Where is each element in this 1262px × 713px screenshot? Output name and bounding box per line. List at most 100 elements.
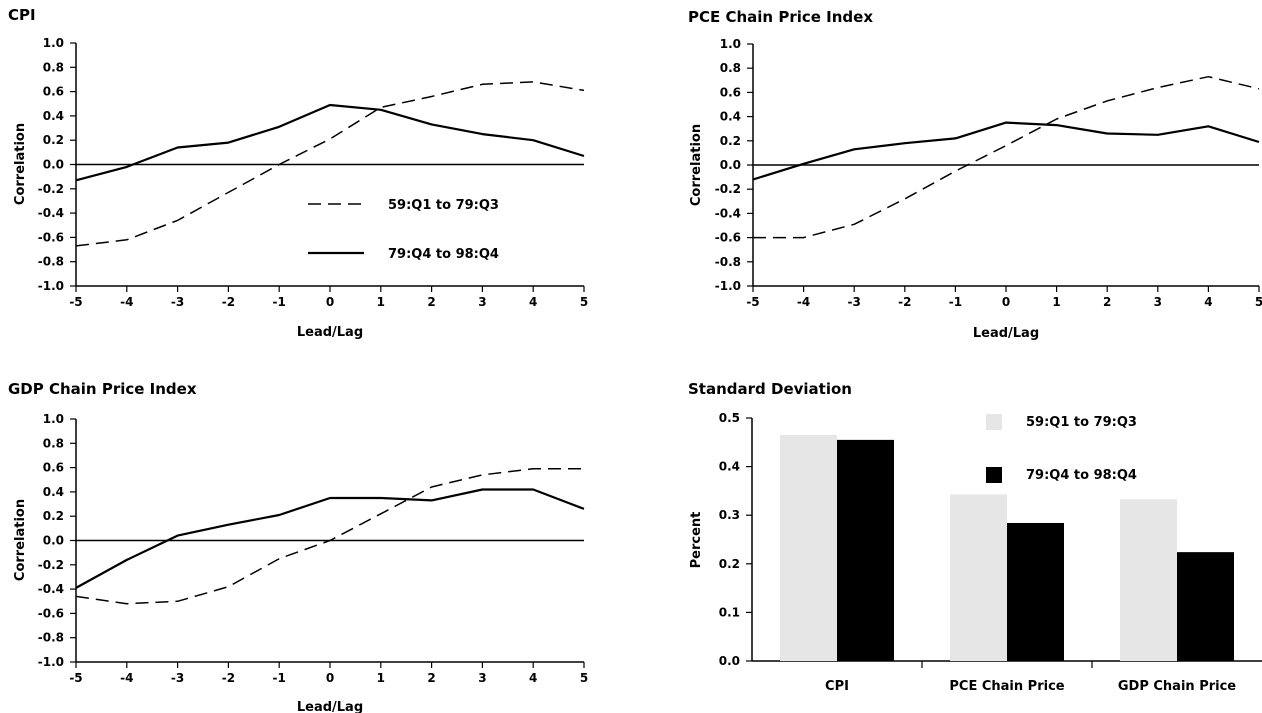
- x-tick-label: 1: [377, 671, 385, 685]
- solid-series-line: [752, 121, 1260, 181]
- y-tick-label: 0.8: [43, 60, 64, 74]
- y-tick-label: 0.0: [43, 534, 64, 548]
- y-tick-label: 0.2: [43, 509, 64, 523]
- chart-title: Standard Deviation: [688, 380, 852, 398]
- dashed-series-line: [753, 75, 1260, 239]
- x-axis-label: Lead/Lag: [297, 325, 363, 340]
- y-tick-label: 1.0: [720, 37, 741, 51]
- x-tick-label: 5: [580, 295, 588, 309]
- x-tick-label: 3: [478, 295, 486, 309]
- y-tick-label: 0.4: [720, 110, 741, 124]
- y-tick-label: 1.0: [43, 412, 64, 426]
- x-tick-label: -2: [898, 295, 911, 309]
- x-tick-label: 0: [1002, 295, 1010, 309]
- x-tick-label: 1: [377, 295, 385, 309]
- x-tick-label: -4: [120, 295, 133, 309]
- bar-79q4-98q4: [1177, 552, 1234, 661]
- legend-label: 59:Q1 to 79:Q3: [388, 198, 499, 213]
- y-axis-label: Correlation: [13, 499, 28, 581]
- x-tick-label: 4: [529, 671, 537, 685]
- x-tick-label: 4: [1204, 295, 1212, 309]
- bar-chart-standard-deviation: Standard Deviation 0.5 0.4 0.3 0.2 0.1 0.0 Perc…: [688, 380, 1262, 694]
- y-tick-label: -0.8: [38, 631, 64, 645]
- x-tick-label: -2: [222, 295, 235, 309]
- legend: 59:Q1 to 79:Q3 79:Q4 to 98:Q4: [986, 414, 1137, 483]
- y-tick-label: -0.6: [715, 231, 741, 245]
- y-tick-label: -0.2: [715, 182, 741, 196]
- chart-title: PCE Chain Price Index: [688, 8, 873, 26]
- chart-title: GDP Chain Price Index: [8, 380, 197, 398]
- x-tick-label: 0: [326, 295, 334, 309]
- y-tick-label: 0.2: [719, 557, 740, 571]
- y-tick-label: 0.8: [720, 61, 741, 75]
- category-label: CPI: [825, 679, 849, 694]
- x-tick-label: -2: [222, 671, 235, 685]
- x-tick-label: 2: [427, 295, 435, 309]
- x-tick-label: 3: [478, 671, 486, 685]
- bar-79q4-98q4: [837, 439, 894, 661]
- y-tick-label: 0.0: [719, 654, 740, 668]
- y-axis-label: Percent: [689, 512, 704, 569]
- x-axis-label: Lead/Lag: [297, 700, 363, 713]
- y-tick-label: -0.4: [715, 206, 741, 220]
- x-tick-label: -3: [848, 295, 861, 309]
- x-axis-label: Lead/Lag: [973, 326, 1039, 341]
- solid-series-line: [75, 103, 585, 182]
- legend-label: 59:Q1 to 79:Q3: [1026, 415, 1137, 430]
- y-tick-label: 0.4: [43, 485, 64, 499]
- x-tick-label: 5: [580, 671, 588, 685]
- y-tick-label: 0.8: [43, 436, 64, 450]
- y-tick-label: 1.0: [43, 36, 64, 50]
- x-tick-label: -3: [171, 295, 184, 309]
- solid-series-line: [75, 488, 585, 589]
- y-tick-label: 0.0: [720, 158, 741, 172]
- category-label: GDP Chain Price: [1118, 679, 1236, 694]
- y-tick-label: 0.3: [719, 508, 740, 522]
- x-tick-label: -4: [120, 671, 133, 685]
- y-tick-label: 0.1: [719, 605, 740, 619]
- y-tick-label: -1.0: [38, 279, 64, 293]
- legend: 59:Q1 to 79:Q3 79:Q4 to 98:Q4: [308, 198, 499, 262]
- line-chart-3: GDP Chain Price Index 1.0 0.8 0.6 0.4 0.2 0.0 -…: [8, 380, 588, 713]
- y-tick-label: -0.6: [38, 606, 64, 620]
- dashed-series-line: [75, 81, 585, 247]
- x-tick-label: -3: [171, 671, 184, 685]
- y-tick-label: -0.8: [38, 255, 64, 269]
- y-tick-label: -0.4: [38, 206, 64, 220]
- legend-swatch-light: [986, 414, 1002, 430]
- legend-swatch-dark: [986, 467, 1002, 483]
- legend-label: 79:Q4 to 98:Q4: [388, 247, 499, 262]
- y-tick-label: 0.2: [720, 134, 741, 148]
- y-tick-label: 0.2: [43, 133, 64, 147]
- bar-59q1-79q3: [950, 494, 1007, 661]
- line-chart-2: PCE Chain Price Index 1.0 0.8 0.6 0.4 0.2 0.0 -…: [688, 8, 1262, 341]
- y-tick-label: -0.2: [38, 558, 64, 572]
- x-tick-label: -4: [797, 295, 810, 309]
- y-tick-label: 0.6: [43, 85, 64, 99]
- line-chart-1: CPI 1.0 0.8 0.6 0.4 0.2 0.0 -0.2 -0.4 -0.6 -0.8 -1.…: [8, 6, 588, 340]
- bar-59q1-79q3: [780, 435, 837, 661]
- x-tick-label: 1: [1052, 295, 1060, 309]
- y-axis-label: Correlation: [689, 124, 704, 206]
- x-tick-label: -5: [746, 295, 759, 309]
- y-tick-label: -1.0: [38, 655, 64, 669]
- x-tick-label: 2: [427, 671, 435, 685]
- y-tick-label: -0.6: [38, 230, 64, 244]
- dashed-series-line: [75, 468, 584, 605]
- x-tick-label: 0: [326, 671, 334, 685]
- y-tick-label: -1.0: [715, 279, 741, 293]
- bar-59q1-79q3: [1120, 499, 1177, 661]
- y-tick-label: 0.6: [720, 85, 741, 99]
- x-tick-label: 3: [1154, 295, 1162, 309]
- y-tick-label: 0.4: [43, 109, 64, 123]
- x-tick-label: -1: [949, 295, 962, 309]
- legend-label: 79:Q4 to 98:Q4: [1026, 468, 1137, 483]
- y-tick-label: 0.4: [719, 460, 740, 474]
- y-tick-label: 0.6: [43, 461, 64, 475]
- x-tick-label: -5: [69, 295, 82, 309]
- y-tick-label: -0.8: [715, 255, 741, 269]
- x-tick-label: -5: [69, 671, 82, 685]
- bar-79q4-98q4: [1007, 522, 1064, 661]
- chart-title: CPI: [8, 6, 36, 24]
